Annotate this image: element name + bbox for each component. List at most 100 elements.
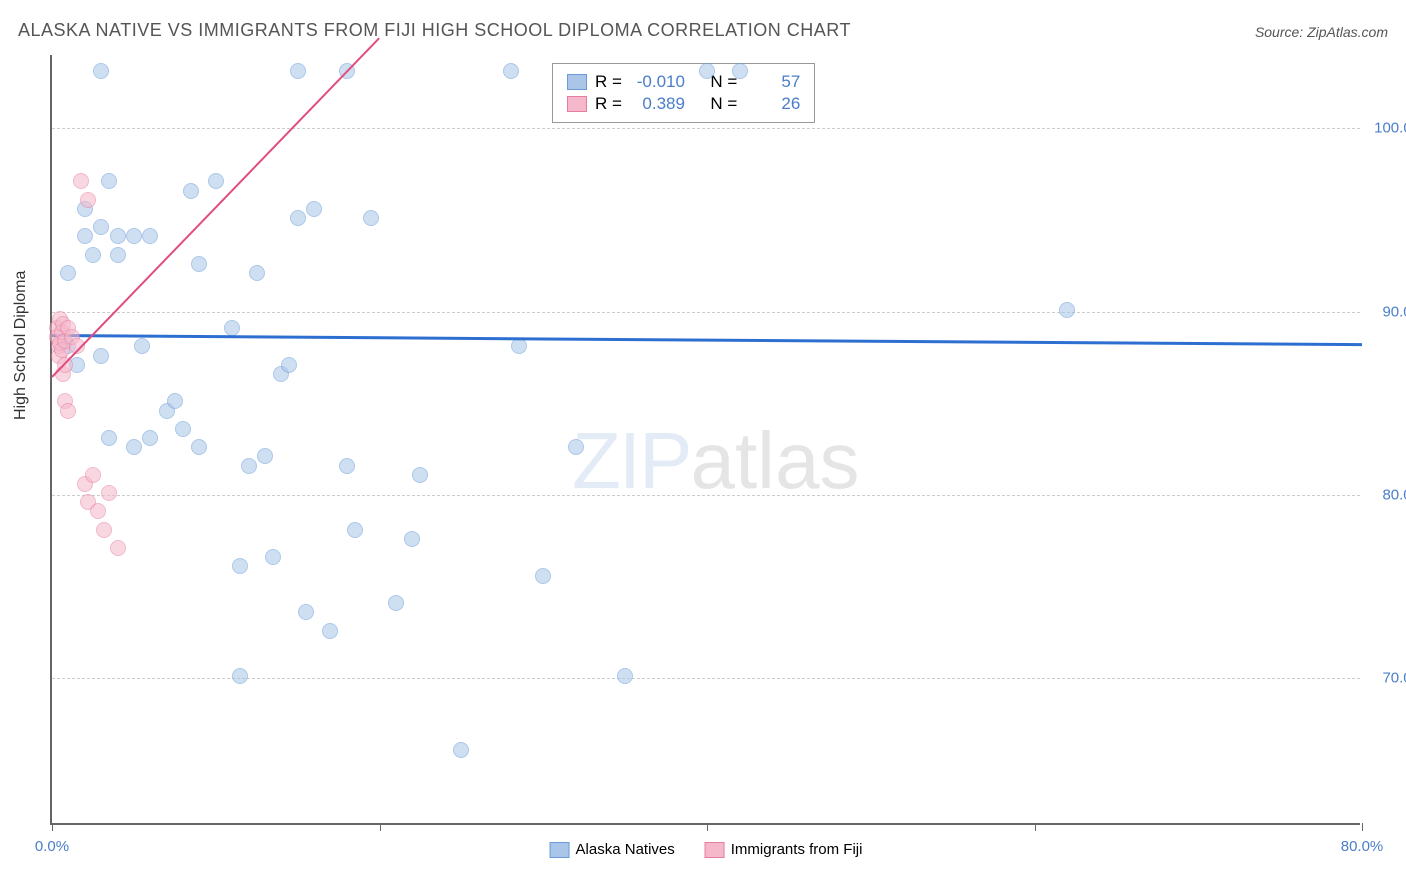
gridline xyxy=(52,312,1360,313)
scatter-point xyxy=(77,228,93,244)
scatter-point xyxy=(167,393,183,409)
scatter-point xyxy=(699,63,715,79)
scatter-point xyxy=(503,63,519,79)
stats-r-label: R = xyxy=(595,72,622,92)
stats-n-value-2: 26 xyxy=(745,94,800,114)
scatter-point xyxy=(265,549,281,565)
stats-r-label: R = xyxy=(595,94,622,114)
scatter-point xyxy=(1059,302,1075,318)
x-tick xyxy=(52,823,53,831)
scatter-point xyxy=(388,595,404,611)
scatter-point xyxy=(732,63,748,79)
scatter-point xyxy=(298,604,314,620)
scatter-point xyxy=(126,228,142,244)
scatter-point xyxy=(347,522,363,538)
scatter-point xyxy=(208,173,224,189)
scatter-point xyxy=(101,485,117,501)
scatter-point xyxy=(290,63,306,79)
x-tick xyxy=(380,823,381,831)
stats-swatch-series1 xyxy=(567,74,587,90)
legend-label-2: Immigrants from Fiji xyxy=(731,841,863,858)
stats-n-label: N = xyxy=(710,94,737,114)
legend-swatch-1 xyxy=(550,842,570,858)
y-tick-label: 90.0% xyxy=(1382,303,1406,320)
source-label: Source: xyxy=(1255,24,1307,40)
scatter-point xyxy=(224,320,240,336)
scatter-point xyxy=(191,256,207,272)
legend-item-1: Alaska Natives xyxy=(550,841,675,858)
scatter-point xyxy=(453,742,469,758)
y-tick-label: 80.0% xyxy=(1382,487,1406,504)
scatter-point xyxy=(281,357,297,373)
scatter-point xyxy=(232,558,248,574)
bottom-legend: Alaska Natives Immigrants from Fiji xyxy=(550,841,863,858)
y-tick-label: 100.0% xyxy=(1374,120,1406,137)
scatter-point xyxy=(306,201,322,217)
scatter-point xyxy=(257,448,273,464)
stats-swatch-series2 xyxy=(567,96,587,112)
x-tick-label: 0.0% xyxy=(35,838,69,855)
scatter-point xyxy=(101,430,117,446)
watermark-atlas: atlas xyxy=(690,416,859,505)
gridline xyxy=(52,678,1360,679)
scatter-point xyxy=(110,540,126,556)
scatter-point xyxy=(412,467,428,483)
scatter-point xyxy=(617,668,633,684)
scatter-point xyxy=(93,219,109,235)
scatter-point xyxy=(80,192,96,208)
stats-legend-box: R = -0.010 N = 57 R = 0.389 N = 26 xyxy=(552,63,815,123)
gridline xyxy=(52,128,1360,129)
watermark: ZIPatlas xyxy=(572,415,859,507)
scatter-point xyxy=(363,210,379,226)
x-tick xyxy=(1035,823,1036,831)
stats-n-value-1: 57 xyxy=(745,72,800,92)
legend-label-1: Alaska Natives xyxy=(576,841,675,858)
scatter-point xyxy=(60,265,76,281)
chart-title: ALASKA NATIVE VS IMMIGRANTS FROM FIJI HI… xyxy=(18,20,851,41)
y-axis-label: High School Diploma xyxy=(12,271,30,420)
source-value: ZipAtlas.com xyxy=(1307,24,1388,40)
stats-row-series1: R = -0.010 N = 57 xyxy=(567,72,800,92)
scatter-point xyxy=(73,173,89,189)
stats-r-value-1: -0.010 xyxy=(630,72,685,92)
legend-swatch-2 xyxy=(705,842,725,858)
scatter-point xyxy=(249,265,265,281)
chart-container: ALASKA NATIVE VS IMMIGRANTS FROM FIJI HI… xyxy=(0,0,1406,892)
scatter-point xyxy=(134,338,150,354)
scatter-point xyxy=(101,173,117,189)
scatter-point xyxy=(535,568,551,584)
x-tick-label: 80.0% xyxy=(1341,838,1384,855)
scatter-point xyxy=(183,183,199,199)
scatter-point xyxy=(93,348,109,364)
scatter-point xyxy=(232,668,248,684)
scatter-point xyxy=(93,63,109,79)
scatter-point xyxy=(241,458,257,474)
scatter-point xyxy=(85,247,101,263)
scatter-point xyxy=(142,430,158,446)
scatter-point xyxy=(191,439,207,455)
scatter-point xyxy=(568,439,584,455)
x-tick xyxy=(1362,823,1363,831)
scatter-point xyxy=(90,503,106,519)
scatter-point xyxy=(290,210,306,226)
scatter-point xyxy=(175,421,191,437)
watermark-zip: ZIP xyxy=(572,416,690,505)
scatter-point xyxy=(60,403,76,419)
y-tick-label: 70.0% xyxy=(1382,670,1406,687)
trend-line xyxy=(51,37,380,378)
source-attribution: Source: ZipAtlas.com xyxy=(1255,24,1388,40)
legend-item-2: Immigrants from Fiji xyxy=(705,841,863,858)
scatter-point xyxy=(339,458,355,474)
stats-r-value-2: 0.389 xyxy=(630,94,685,114)
scatter-point xyxy=(322,623,338,639)
scatter-point xyxy=(110,228,126,244)
scatter-point xyxy=(142,228,158,244)
gridline xyxy=(52,495,1360,496)
chart-plot-area: ZIPatlas R = -0.010 N = 57 R = 0.389 N =… xyxy=(50,55,1360,825)
scatter-point xyxy=(96,522,112,538)
scatter-point xyxy=(110,247,126,263)
scatter-point xyxy=(85,467,101,483)
scatter-point xyxy=(511,338,527,354)
x-tick xyxy=(707,823,708,831)
stats-row-series2: R = 0.389 N = 26 xyxy=(567,94,800,114)
